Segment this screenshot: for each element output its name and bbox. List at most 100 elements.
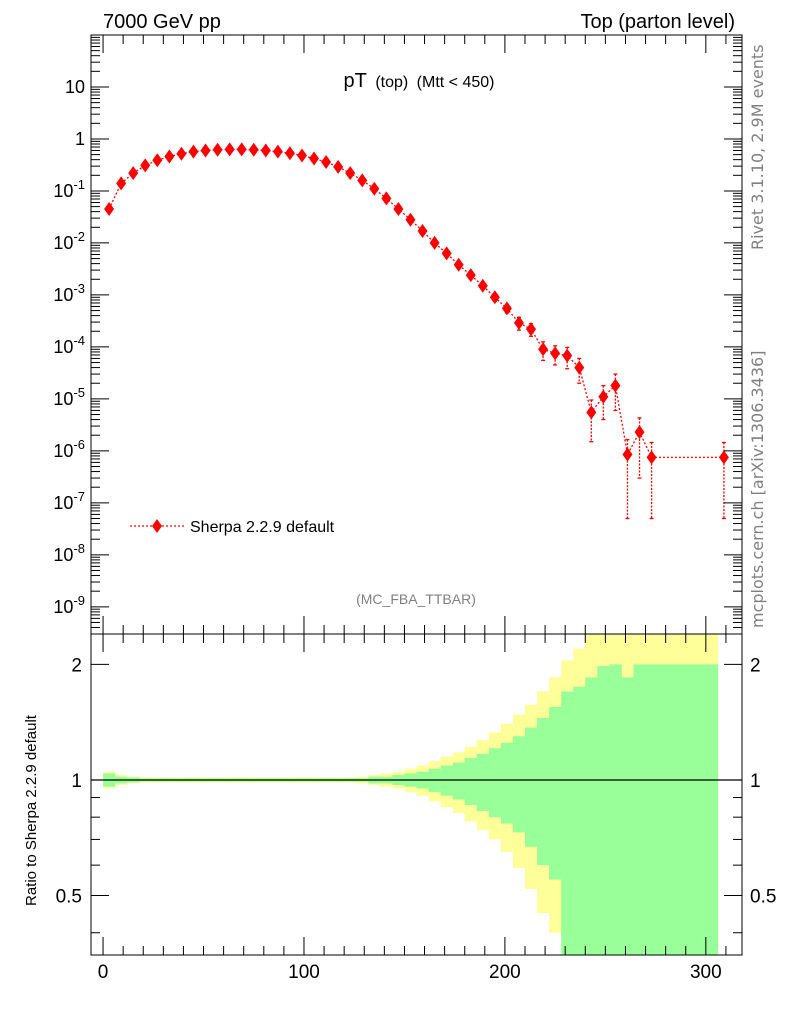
data-point bbox=[152, 153, 163, 168]
x-tick-label: 300 bbox=[690, 962, 722, 983]
data-point bbox=[550, 346, 561, 361]
data-point bbox=[586, 405, 597, 420]
data-point bbox=[646, 450, 657, 465]
data-point bbox=[513, 315, 524, 330]
x-tick-label: 100 bbox=[288, 962, 320, 983]
data-point bbox=[272, 144, 283, 159]
ratio-y-tick-label-right: 0.5 bbox=[750, 887, 776, 908]
data-point bbox=[526, 322, 537, 337]
x-tick-label: 0 bbox=[98, 962, 109, 983]
ratio-band-inner bbox=[440, 765, 453, 796]
mcplots-label: mcplots.cern.ch [arXiv:1306.3436] bbox=[748, 351, 767, 628]
data-point bbox=[634, 425, 645, 440]
ratio-panel: 0.5 0.5 1 1 2 2 0 100 200 300 bbox=[56, 633, 776, 983]
data-point bbox=[622, 447, 633, 462]
ratio-y-tick-label-right: 1 bbox=[750, 771, 761, 792]
header-left: 7000 GeV pp bbox=[103, 11, 221, 33]
main-panel: 10-9 10-8 10-7 10-6 10-5 10-4 10-3 10-2 10-1 1 10 bbox=[53, 34, 743, 635]
data-point bbox=[248, 142, 259, 157]
data-point bbox=[501, 301, 512, 316]
data-point bbox=[369, 181, 380, 196]
main-y-tick-label: 1 bbox=[75, 129, 85, 149]
data-point bbox=[200, 143, 211, 158]
ratio-band-inner bbox=[525, 727, 538, 847]
main-y-tick-label: 10-2 bbox=[53, 229, 85, 253]
data-point bbox=[164, 149, 175, 164]
data-point bbox=[345, 166, 356, 181]
main-frame bbox=[90, 34, 743, 635]
data-point bbox=[405, 212, 416, 227]
data-point bbox=[309, 151, 320, 166]
main-y-tick-label: 10-9 bbox=[53, 593, 85, 617]
data-point bbox=[429, 235, 440, 250]
ratio-band-inner bbox=[549, 706, 562, 880]
main-y-tick-label: 10-4 bbox=[53, 333, 85, 357]
plot-title-sub2: (Mtt < 450) bbox=[417, 74, 495, 91]
main-y-tick-label: 10-3 bbox=[53, 281, 85, 305]
data-point bbox=[188, 144, 199, 159]
ratio-band-inner bbox=[633, 664, 646, 955]
data-point bbox=[260, 143, 271, 158]
data-point bbox=[574, 360, 585, 375]
data-point bbox=[128, 166, 139, 181]
data-point bbox=[140, 158, 151, 173]
x-tick-label: 200 bbox=[489, 962, 521, 983]
data-point bbox=[598, 389, 609, 404]
data-point bbox=[357, 173, 368, 188]
data-point bbox=[417, 223, 428, 238]
data-point bbox=[441, 246, 452, 261]
ratio-band-inner bbox=[500, 742, 514, 824]
data-point bbox=[284, 146, 295, 161]
analysis-tag: (MC_FBA_TTBAR) bbox=[356, 591, 476, 607]
ratio-band-inner bbox=[645, 664, 658, 955]
data-point bbox=[381, 191, 392, 206]
ratio-band-inner bbox=[621, 677, 634, 955]
ratio-y-tick-label-right: 2 bbox=[750, 655, 761, 676]
header-right: Top (parton level) bbox=[580, 11, 735, 33]
ratio-frame bbox=[90, 633, 743, 956]
ratio-band-inner bbox=[573, 686, 586, 955]
main-y-tick-label: 10-8 bbox=[53, 541, 85, 565]
legend-marker bbox=[152, 519, 162, 533]
ratio-band-inner bbox=[597, 666, 610, 955]
data-point bbox=[465, 268, 476, 283]
legend: Sherpa 2.2.9 default bbox=[130, 519, 335, 536]
ratio-band-inner bbox=[537, 718, 550, 866]
data-point bbox=[489, 290, 500, 305]
series-line bbox=[108, 148, 724, 459]
data-point bbox=[296, 148, 307, 163]
data-point bbox=[477, 278, 488, 293]
data-point bbox=[718, 450, 729, 465]
main-axes: 10-9 10-8 10-7 10-6 10-5 10-4 10-3 10-2 10-1 1 10 bbox=[53, 35, 742, 635]
data-point bbox=[321, 155, 332, 170]
ratio-y-tick-label: 2 bbox=[71, 655, 82, 676]
data-point bbox=[212, 142, 223, 157]
data-point bbox=[610, 378, 621, 393]
main-y-tick-label: 10-7 bbox=[53, 489, 85, 513]
data-point bbox=[562, 348, 573, 363]
ratio-band-inner bbox=[609, 664, 622, 955]
ratio-band-inner bbox=[476, 753, 490, 811]
main-y-tick-label: 10-5 bbox=[53, 385, 85, 409]
ratio-y-tick-label: 0.5 bbox=[56, 887, 82, 908]
ratio-axes: 0.5 0.5 1 1 2 2 0 100 200 300 bbox=[56, 634, 776, 983]
data-point bbox=[176, 146, 187, 161]
ratio-y-tick-label: 1 bbox=[71, 771, 82, 792]
ratio-band-inner bbox=[488, 748, 502, 818]
data-point bbox=[538, 342, 549, 357]
data-point bbox=[393, 201, 404, 216]
ratio-band-inner bbox=[512, 736, 526, 833]
ratio-ylabel: Ratio to Sherpa 2.2.9 default bbox=[23, 714, 40, 906]
ratio-band-inner bbox=[561, 691, 574, 955]
data-point bbox=[236, 142, 247, 157]
legend-label: Sherpa 2.2.9 default bbox=[190, 519, 335, 536]
plot-title: pT (top) (Mtt < 450) bbox=[344, 70, 495, 92]
ratio-data-layer bbox=[91, 634, 742, 955]
main-y-tick-label: 10-6 bbox=[53, 437, 85, 461]
main-data-layer bbox=[104, 142, 729, 520]
ratio-band-inner bbox=[464, 758, 478, 806]
data-point bbox=[104, 201, 115, 216]
ratio-band-inner bbox=[452, 762, 466, 800]
data-point bbox=[333, 159, 344, 174]
